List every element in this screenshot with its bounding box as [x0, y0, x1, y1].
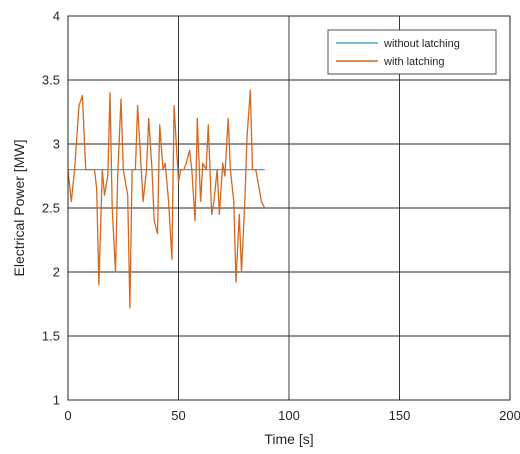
y-tick-label: 4: [53, 9, 60, 24]
y-tick-label: 2: [53, 265, 60, 280]
y-tick-label: 3: [53, 137, 60, 152]
y-axis-ticks: 1 1.5 2 2.5 3 3.5 4: [42, 9, 72, 408]
series-line-with-latching: [67, 89, 266, 309]
x-tick-label: 50: [171, 408, 185, 423]
x-axis-ticks: 0 50 100 150 200: [64, 396, 520, 423]
legend: without latching with latching: [327, 29, 497, 75]
y-tick-label: 1.5: [42, 329, 60, 344]
y-tick-label: 1: [53, 393, 60, 408]
x-tick-label: 100: [278, 408, 300, 423]
y-tick-label: 3.5: [42, 73, 60, 88]
grid-lines: [67, 15, 511, 401]
legend-box: [327, 29, 497, 75]
legend-label-with-latching: with latching: [383, 56, 445, 68]
data-series: [67, 89, 266, 309]
x-axis-label: Time [s]: [264, 431, 313, 447]
x-tick-label: 0: [64, 408, 71, 423]
y-axis-label: Electrical Power [MW]: [11, 140, 27, 277]
legend-label-without-latching: without latching: [383, 38, 460, 50]
x-tick-label: 150: [389, 408, 411, 423]
x-tick-label: 200: [499, 408, 520, 423]
y-tick-label: 2.5: [42, 201, 60, 216]
